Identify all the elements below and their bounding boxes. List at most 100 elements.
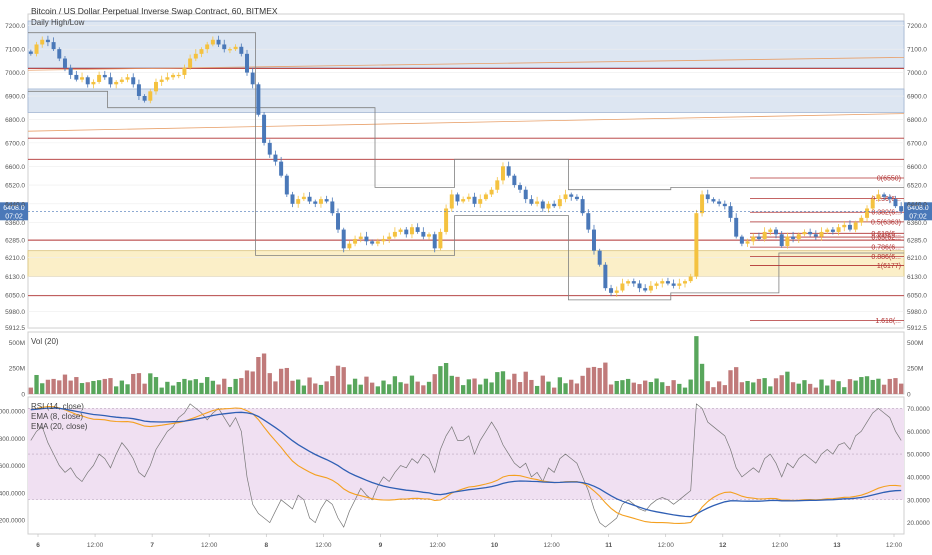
volume-bar-3 — [45, 379, 51, 394]
volume-bar-80 — [483, 378, 489, 394]
volume-bar-1 — [34, 374, 39, 394]
volume-bar-67 — [409, 375, 415, 394]
candle-146 — [859, 217, 864, 223]
volume-bar-95 — [569, 379, 574, 394]
volume-bar-64 — [392, 376, 398, 394]
volume-bar-110 — [654, 378, 659, 394]
candle-115 — [683, 281, 687, 284]
candle-12 — [97, 74, 102, 82]
candle-109 — [648, 285, 653, 291]
candle-88 — [529, 199, 534, 204]
candle-30 — [199, 49, 204, 54]
volume-bar-136 — [802, 380, 807, 394]
indicator-rsi[interactable]: RSI (14, close) — [31, 402, 84, 411]
x-tick-14: 13 — [833, 542, 841, 549]
x-tick-11: 12:00 — [658, 542, 675, 549]
candle-68 — [415, 227, 420, 232]
indicator-volume[interactable]: Vol (20) — [31, 337, 59, 346]
candle-153 — [899, 206, 904, 212]
trend-line-2 — [27, 113, 905, 132]
candle-87 — [523, 189, 528, 200]
candle-0 — [28, 51, 33, 54]
indicator-daily-high-low[interactable]: Daily High/Low — [31, 18, 85, 27]
price-tick-right-5: 6700.0 — [907, 140, 927, 147]
volume-bar-45 — [284, 367, 289, 394]
volume-bar-96 — [574, 383, 580, 394]
candle-123 — [728, 206, 733, 218]
volume-bar-48 — [301, 385, 307, 394]
volume-bar-76 — [460, 385, 466, 394]
candle-120 — [711, 199, 716, 202]
candle-139 — [819, 231, 824, 237]
volume-tick-left-1: 250M — [9, 366, 25, 373]
volume-bar-11 — [91, 380, 96, 394]
price-tick-right-0: 7200.0 — [907, 23, 927, 30]
candle-60 — [370, 241, 375, 244]
last-price-right: 6408.0 — [907, 205, 929, 212]
candle-75 — [455, 194, 460, 202]
candle-143 — [842, 224, 847, 228]
last-price-box-right — [904, 202, 932, 221]
volume-bar-122 — [722, 385, 727, 394]
chart-title: Bitcoin / US Dollar Perpetual Inverse Sw… — [31, 6, 278, 16]
indicator-ema20[interactable]: EMA (20, close) — [31, 422, 88, 431]
x-tick-15: 12:00 — [886, 542, 903, 549]
volume-bar-109 — [648, 382, 654, 394]
ema20-line — [30, 407, 902, 518]
volume-bar-61 — [375, 386, 380, 394]
last-price-left: 6408.0 — [3, 205, 25, 212]
volume-bar-4 — [51, 378, 56, 394]
x-tick-3: 12:00 — [201, 542, 218, 549]
volume-bar-138 — [813, 387, 818, 394]
volume-bar-140 — [825, 385, 830, 394]
volume-bar-71 — [432, 374, 437, 394]
volume-bar-60 — [369, 382, 375, 394]
daily-high-line — [28, 32, 904, 191]
candle-43 — [273, 154, 278, 162]
fib-label-7: 0.886(6... — [871, 254, 901, 261]
volume-bar-77 — [466, 379, 472, 394]
volume-bar-83 — [500, 371, 506, 394]
fib-label-6: 0.786(6... — [871, 245, 901, 252]
rsi-tick-right-1: 60.0000 — [907, 429, 930, 436]
volume-bar-49 — [307, 377, 312, 394]
volume-tick-right-2: 0 — [907, 392, 911, 399]
volume-bar-10 — [85, 382, 90, 394]
candle-67 — [409, 227, 414, 235]
x-tick-9: 12:00 — [543, 542, 560, 549]
volume-bar-59 — [364, 376, 369, 394]
candle-69 — [421, 231, 426, 237]
volume-bar-17 — [125, 384, 130, 394]
candle-140 — [825, 229, 830, 232]
candle-98 — [586, 213, 591, 230]
candle-42 — [267, 142, 272, 155]
volume-bar-94 — [563, 383, 568, 394]
candle-77 — [466, 196, 471, 200]
candle-97 — [580, 199, 585, 214]
candle-56 — [347, 243, 352, 249]
indicator-ema8[interactable]: EMA (8, close) — [31, 412, 84, 421]
volume-tick-left-2: 0 — [21, 392, 25, 399]
candle-130 — [768, 229, 773, 232]
volume-bar-119 — [705, 381, 710, 394]
volume-bar-43 — [273, 381, 278, 394]
volume-bar-135 — [796, 383, 801, 394]
volume-bar-27 — [182, 378, 187, 394]
volume-bar-31 — [205, 377, 210, 394]
candle-27 — [182, 67, 187, 75]
candle-71 — [432, 234, 437, 249]
volume-bar-111 — [660, 382, 665, 394]
x-tick-8: 10 — [491, 542, 499, 549]
x-tick-1: 12:00 — [87, 542, 104, 549]
volume-bar-149 — [876, 378, 881, 394]
price-tick-left-11: 6210.0 — [5, 255, 25, 262]
volume-bar-25 — [170, 385, 176, 394]
volume-bar-30 — [199, 382, 204, 394]
price-tick-left-2: 7000.0 — [5, 70, 25, 77]
volume-bar-148 — [870, 379, 875, 394]
x-tick-10: 11 — [605, 542, 612, 549]
price-tick-left-5: 6700.0 — [5, 140, 25, 147]
candle-116 — [688, 276, 693, 282]
candle-83 — [500, 166, 505, 181]
candle-35 — [227, 49, 232, 51]
